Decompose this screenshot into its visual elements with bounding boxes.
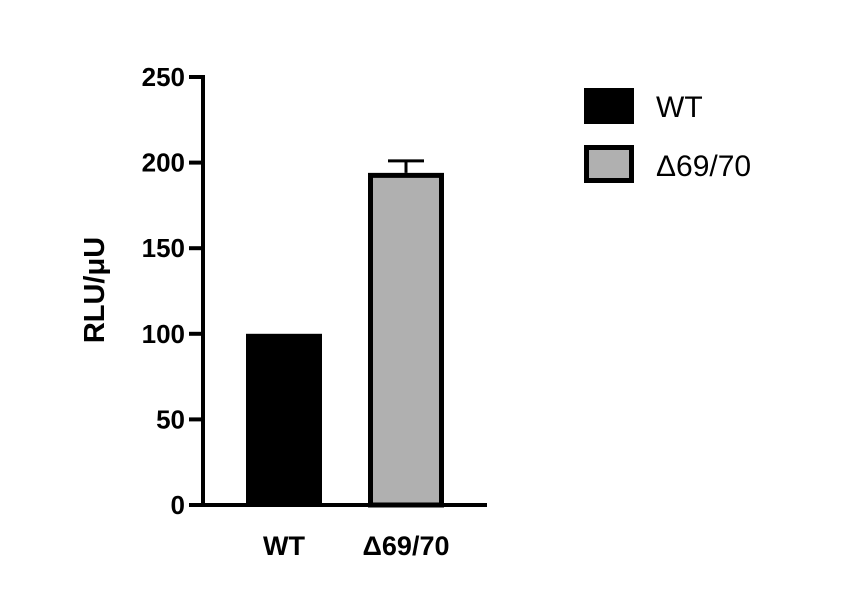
legend-swatch-1 bbox=[584, 145, 634, 183]
legend-swatch-0 bbox=[584, 88, 634, 124]
bar-1 bbox=[368, 172, 444, 508]
x-category-label: Δ69/70 bbox=[363, 531, 450, 561]
y-tick-label: 0 bbox=[171, 490, 185, 520]
y-tick-label: 100 bbox=[142, 319, 185, 349]
x-category-label: WT bbox=[263, 531, 305, 561]
bars bbox=[246, 159, 444, 508]
legend: WT Δ69/70 bbox=[584, 88, 751, 183]
bar-0 bbox=[246, 333, 322, 505]
legend-label-1: Δ69/70 bbox=[656, 150, 751, 183]
y-tick-label: 250 bbox=[142, 62, 185, 92]
y-tick-label: 50 bbox=[156, 404, 185, 434]
axes: 0 50 100 150 200 250 WT Δ69/70 bbox=[142, 62, 487, 561]
y-tick-label: 150 bbox=[142, 233, 185, 263]
y-axis-title: RLU/μU bbox=[79, 237, 111, 343]
legend-label-0: WT bbox=[656, 91, 703, 124]
y-tick-label: 200 bbox=[142, 148, 185, 178]
